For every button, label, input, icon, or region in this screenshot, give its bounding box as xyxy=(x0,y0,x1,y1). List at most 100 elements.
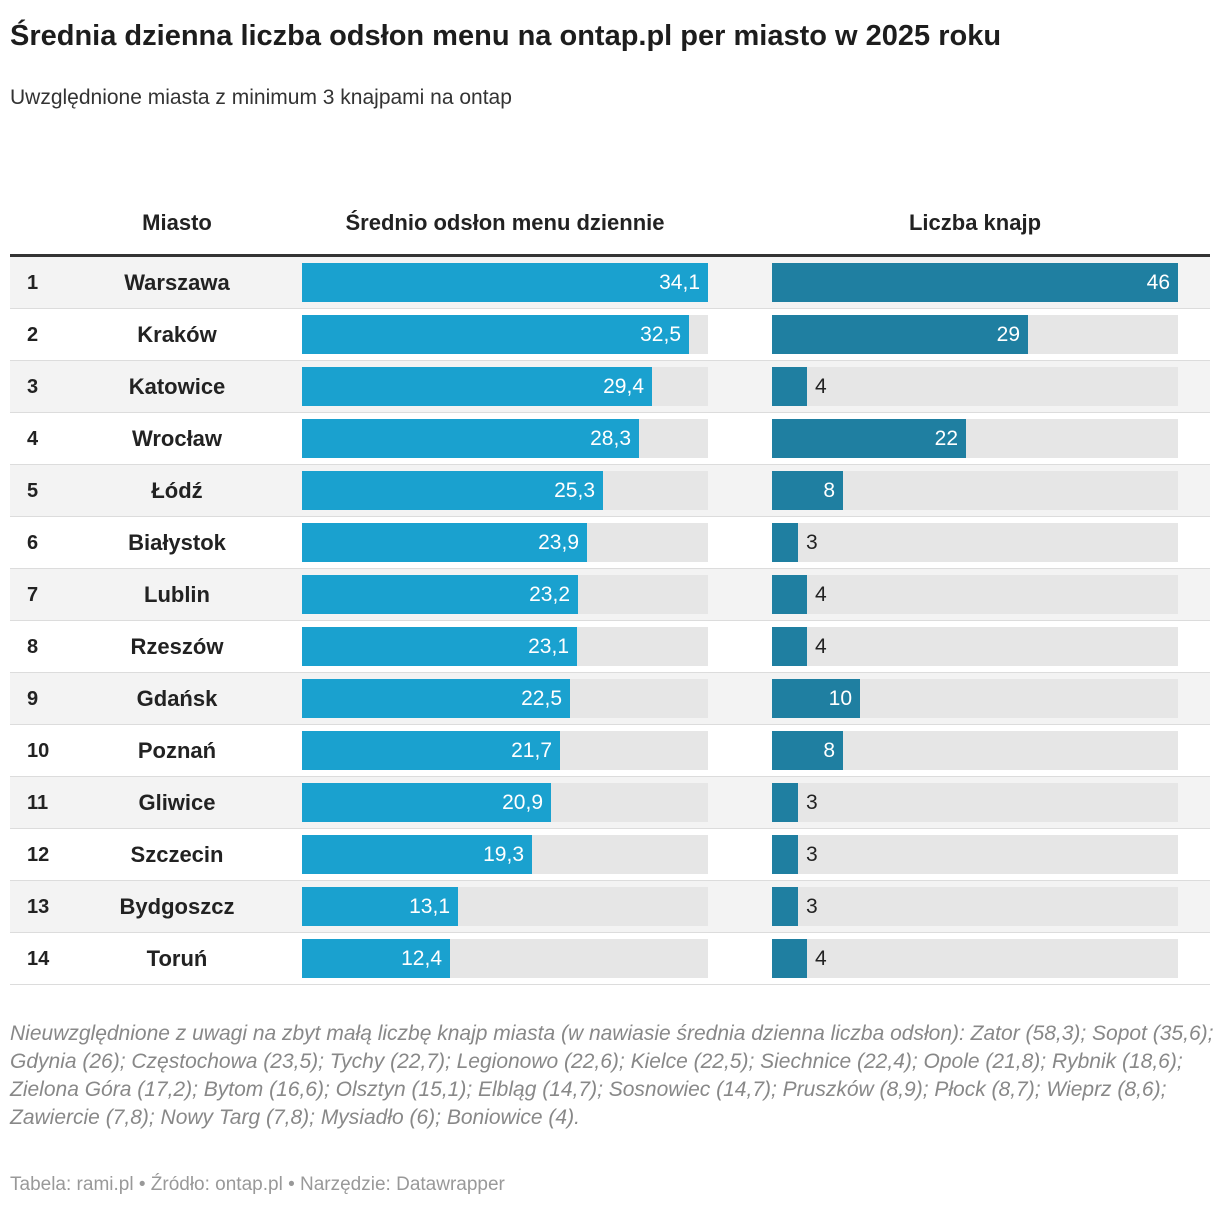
row-rank: 6 xyxy=(27,532,39,554)
pubs-bar xyxy=(772,523,798,562)
views-value-label: 29,4 xyxy=(603,375,644,398)
views-value-label: 23,2 xyxy=(529,583,570,606)
views-track: 32,5 xyxy=(302,315,708,354)
row-city: Gdańsk xyxy=(136,686,218,711)
pubs-bar xyxy=(772,419,966,458)
pubs-track: 22 xyxy=(772,419,1178,458)
row-city: Katowice xyxy=(128,374,226,399)
views-bar xyxy=(302,523,587,562)
views-track: 23,2 xyxy=(302,575,708,614)
table-row: 2 Kraków 32,5 29 xyxy=(10,309,1210,361)
table-row: 7 Lublin 23,2 4 xyxy=(10,569,1210,621)
row-rank: 1 xyxy=(27,272,39,294)
row-rank: 14 xyxy=(27,948,50,970)
pubs-track: 46 xyxy=(772,263,1178,302)
row-rank: 11 xyxy=(27,792,49,814)
pubs-bar xyxy=(772,367,807,406)
header-city[interactable]: Miasto xyxy=(142,210,212,235)
pubs-value-label: 3 xyxy=(806,895,818,918)
views-value-label: 28,3 xyxy=(590,427,631,450)
views-track: 22,5 xyxy=(302,679,708,718)
chart-subtitle: Uwzględnione miasta z minimum 3 knajpami… xyxy=(10,86,512,109)
header-views[interactable]: Średnio odsłon menu dziennie xyxy=(345,210,665,235)
row-city: Kraków xyxy=(137,322,217,347)
row-city: Rzeszów xyxy=(130,634,224,659)
pubs-track: 3 xyxy=(772,835,1178,874)
views-bar xyxy=(302,419,639,458)
pubs-value-label: 46 xyxy=(1146,271,1170,294)
views-bar xyxy=(302,627,577,666)
pubs-track: 8 xyxy=(772,731,1178,770)
row-rank: 4 xyxy=(27,428,39,450)
pubs-track: 8 xyxy=(772,471,1178,510)
pubs-track: 4 xyxy=(772,367,1178,406)
pubs-track: 29 xyxy=(772,315,1178,354)
pubs-value-label: 4 xyxy=(815,635,827,658)
pubs-bar xyxy=(772,679,860,718)
pubs-bar xyxy=(772,471,843,510)
row-city: Gliwice xyxy=(138,790,216,815)
views-value-label: 21,7 xyxy=(511,739,552,762)
views-bar xyxy=(302,263,708,302)
pubs-track: 4 xyxy=(772,939,1178,978)
pubs-value-label: 8 xyxy=(823,739,835,762)
pubs-value-label: 3 xyxy=(806,843,818,866)
views-bar xyxy=(302,887,458,926)
pubs-bar xyxy=(772,575,807,614)
table-row: 8 Rzeszów 23,1 4 xyxy=(10,621,1210,673)
views-bar xyxy=(302,835,532,874)
views-track: 28,3 xyxy=(302,419,708,458)
pubs-track: 4 xyxy=(772,575,1178,614)
views-bar xyxy=(302,783,551,822)
table-row: 6 Białystok 23,9 3 xyxy=(10,517,1210,569)
views-bar xyxy=(302,679,570,718)
pubs-value-label: 4 xyxy=(815,947,827,970)
table-row: 9 Gdańsk 22,5 10 xyxy=(10,673,1210,725)
source-line: Tabela: rami.pl • Źródło: ontap.pl • Nar… xyxy=(10,1174,505,1195)
pubs-track: 4 xyxy=(772,627,1178,666)
views-track: 12,4 xyxy=(302,939,708,978)
row-rank: 10 xyxy=(27,740,50,762)
row-city: Łódź xyxy=(151,478,203,503)
table-row: 12 Szczecin 19,3 3 xyxy=(10,829,1210,881)
views-value-label: 25,3 xyxy=(554,479,595,502)
views-value-label: 20,9 xyxy=(502,791,543,814)
views-track: 29,4 xyxy=(302,367,708,406)
pubs-value-label: 10 xyxy=(828,687,852,710)
table-row: 10 Poznań 21,7 8 xyxy=(10,725,1210,777)
pubs-value-label: 8 xyxy=(823,479,835,502)
views-value-label: 32,5 xyxy=(640,323,681,346)
row-city: Szczecin xyxy=(130,842,224,867)
pubs-bar xyxy=(772,939,807,978)
header-pubs[interactable]: Liczba knajp xyxy=(908,210,1042,235)
views-bar xyxy=(302,367,652,406)
views-value-label: 13,1 xyxy=(409,895,450,918)
row-rank: 8 xyxy=(27,636,39,658)
views-bar xyxy=(302,575,578,614)
views-value-label: 19,3 xyxy=(483,843,524,866)
row-city: Wrocław xyxy=(131,426,223,451)
pubs-track: 3 xyxy=(772,887,1178,926)
row-city: Lublin xyxy=(144,582,210,607)
pubs-bar xyxy=(772,731,843,770)
table-header: Miasto Średnio odsłon menu dziennie Licz… xyxy=(10,196,1210,257)
pubs-bar xyxy=(772,263,1178,302)
views-track: 34,1 xyxy=(302,263,708,302)
table-row: 11 Gliwice 20,9 3 xyxy=(10,777,1210,829)
chart-title: Średnia dzienna liczba odsłon menu na on… xyxy=(10,20,1002,52)
views-track: 23,1 xyxy=(302,627,708,666)
views-value-label: 23,9 xyxy=(538,531,579,554)
table-row: 4 Wrocław 28,3 22 xyxy=(10,413,1210,465)
row-city: Białystok xyxy=(128,530,226,555)
table-row: 5 Łódź 25,3 8 xyxy=(10,465,1210,517)
pubs-bar xyxy=(772,887,798,926)
row-rank: 9 xyxy=(27,688,39,710)
pubs-bar xyxy=(772,783,798,822)
row-rank: 2 xyxy=(27,324,39,346)
views-bar xyxy=(302,471,603,510)
row-city: Poznań xyxy=(137,738,217,763)
data-table: Miasto Średnio odsłon menu dziennie Licz… xyxy=(10,196,1210,985)
row-rank: 12 xyxy=(27,844,50,866)
table-row: 13 Bydgoszcz 13,1 3 xyxy=(10,881,1210,933)
views-track: 19,3 xyxy=(302,835,708,874)
